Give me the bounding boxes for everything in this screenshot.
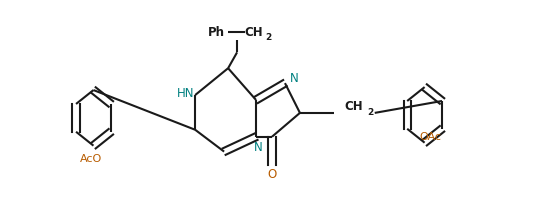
Text: OAc: OAc bbox=[419, 132, 441, 142]
Text: 2: 2 bbox=[265, 33, 271, 42]
Text: N: N bbox=[254, 141, 262, 154]
Text: O: O bbox=[267, 168, 276, 181]
Text: CH: CH bbox=[345, 100, 364, 113]
Text: Ph: Ph bbox=[208, 26, 225, 39]
Text: N: N bbox=[289, 72, 298, 85]
Text: AcO: AcO bbox=[80, 154, 103, 164]
Text: CH: CH bbox=[245, 26, 263, 39]
Text: HN: HN bbox=[176, 86, 194, 99]
Text: 2: 2 bbox=[367, 108, 373, 117]
